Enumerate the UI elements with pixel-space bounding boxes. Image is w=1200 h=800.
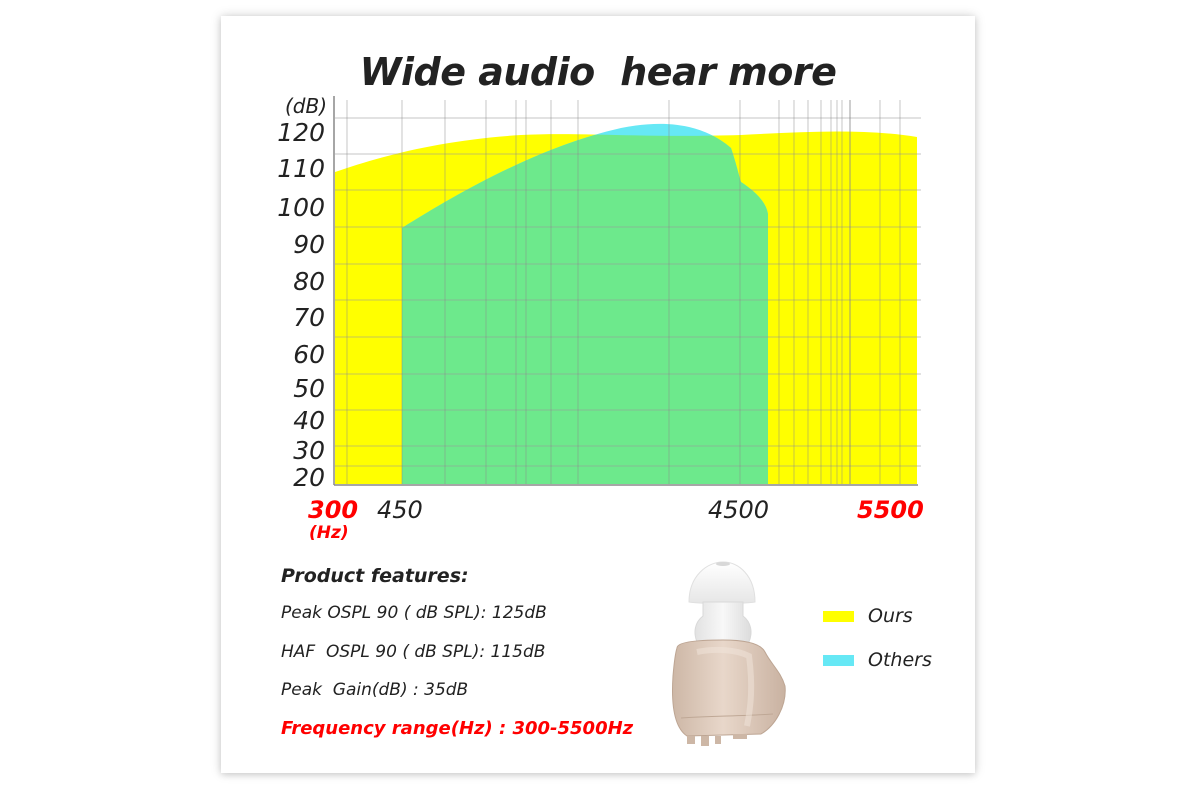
features-heading: Product features: [281,565,469,587]
x-axis-unit: (Hz) [309,523,349,543]
x-tick-label-4500: 4500 [708,496,770,524]
legend-others: Others [823,649,932,671]
x-tick-label-5500: 5500 [857,496,924,524]
y-tick-label: 120 [277,118,325,147]
y-tick-label: 40 [293,406,325,435]
feature-item: Peak Gain(dB) : 35dB [281,680,469,700]
y-tick-label: 70 [293,303,325,332]
legend-label-others: Others [868,649,932,671]
y-tick-label: 90 [293,230,325,259]
y-tick-label: 100 [277,193,325,222]
y-tick-label: 80 [293,267,325,296]
x-tick-label-450: 450 [377,496,423,524]
x-tick-label-300: 300 [308,496,359,524]
feature-item: HAF OSPL 90 ( dB SPL): 115dB [281,642,546,662]
y-tick-label: 110 [277,154,325,183]
frequency-response-chart [333,96,921,486]
product-card: Wide audio hear more [221,16,975,773]
feature-item: Peak OSPL 90 ( dB SPL): 125dB [281,603,547,623]
page-title: Wide audio hear more [359,50,837,94]
y-tick-label: 60 [293,340,325,369]
legend-ours: Ours [823,605,913,627]
legend-swatch-others [823,654,854,666]
y-tick-label: 30 [293,436,325,465]
legend-swatch-ours [823,610,854,622]
legend-label-ours: Ours [868,605,913,627]
y-tick-label: 20 [293,463,325,492]
y-axis-unit: (dB) [284,94,327,118]
vertical-gridlines [346,100,901,484]
horizontal-gridlines [335,117,921,467]
series-overlap-area [402,131,768,484]
hearing-aid-image [672,561,786,746]
y-tick-label: 50 [293,374,325,403]
feature-frequency-range: Frequency range(Hz) : 300-5500Hz [281,718,634,739]
